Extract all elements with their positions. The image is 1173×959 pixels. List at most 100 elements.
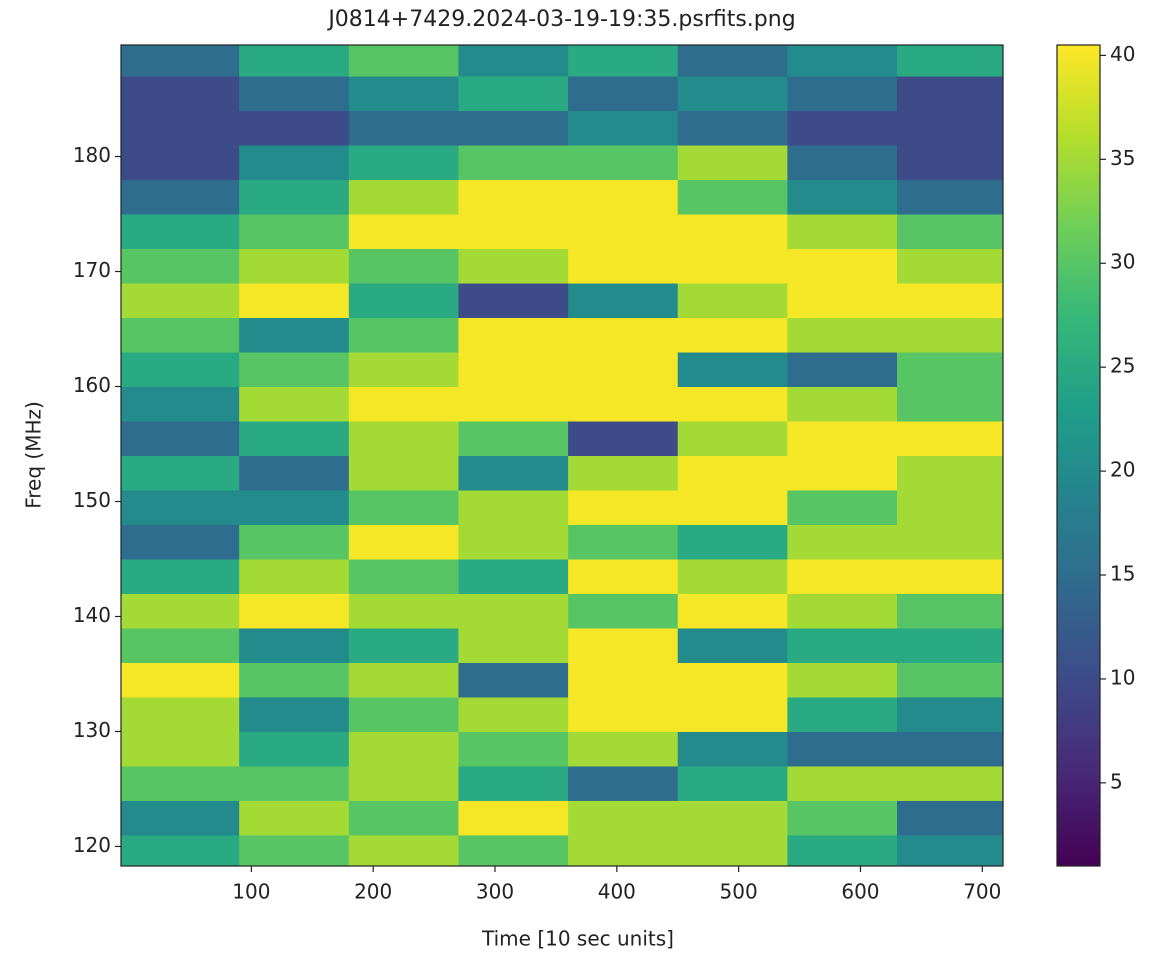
heatmap-cell [458, 558, 569, 594]
heatmap-cell [121, 800, 240, 836]
heatmap-cell [121, 489, 240, 525]
heatmap-cell [897, 593, 1003, 629]
heatmap-cell [458, 76, 569, 112]
heatmap-cell [787, 627, 898, 663]
heatmap-cell [677, 214, 788, 250]
heatmap-cell [568, 214, 679, 250]
heatmap-cell [121, 627, 240, 663]
heatmap-cell [897, 179, 1003, 215]
heatmap-cell [458, 834, 569, 866]
heatmap-cell [677, 696, 788, 732]
heatmap-cell [677, 731, 788, 767]
heatmap-cell [897, 386, 1003, 422]
heatmap-cell [787, 110, 898, 146]
heatmap-cell [568, 765, 679, 801]
heatmap-cell [458, 593, 569, 629]
heatmap-cell [568, 352, 679, 388]
heatmap-cell [348, 352, 459, 388]
heatmap-cell [897, 214, 1003, 250]
heatmap-cell [239, 765, 350, 801]
heatmap-cell [897, 558, 1003, 594]
heatmap-cell [787, 145, 898, 181]
heatmap-cell [348, 45, 459, 77]
heatmap-cell [787, 834, 898, 866]
heatmap-cell [568, 455, 679, 491]
heatmap-cell [348, 696, 459, 732]
heatmap-cell [897, 421, 1003, 456]
colorbar-tick-label: 20 [1110, 458, 1135, 482]
heatmap-cell [897, 696, 1003, 732]
heatmap-cell [348, 386, 459, 422]
heatmap-cell [568, 317, 679, 353]
heatmap-cell [897, 145, 1003, 181]
heatmap-cell [458, 800, 569, 836]
heatmap-cell [897, 317, 1003, 353]
x-tick-label: 700 [963, 880, 1001, 904]
heatmap-cell [239, 45, 350, 77]
heatmap-cell [121, 145, 240, 181]
heatmap-cell [458, 248, 569, 284]
heatmap-cell [787, 731, 898, 767]
heatmap-cell [677, 524, 788, 560]
heatmap-cell [348, 593, 459, 629]
heatmap-cell [787, 179, 898, 215]
heatmap-cell [239, 627, 350, 663]
heatmap-cell [121, 45, 240, 77]
heatmap-cell [348, 662, 459, 698]
heatmap-cell [458, 662, 569, 698]
heatmap-cell [239, 421, 350, 456]
colorbar-tick-label: 5 [1110, 769, 1123, 793]
heatmap-cell [897, 731, 1003, 767]
heatmap-cell [897, 45, 1003, 77]
heatmap-cell [677, 558, 788, 594]
plot-frame [120, 44, 1004, 867]
heatmap-cell [458, 317, 569, 353]
heatmap-cell [568, 662, 679, 698]
heatmap-cell [677, 627, 788, 663]
heatmap-cell [458, 524, 569, 560]
heatmap-cell [458, 489, 569, 525]
heatmap-cell [348, 558, 459, 594]
heatmap-cell [458, 45, 569, 77]
heatmap-cell [677, 421, 788, 456]
y-tick-label: 160 [73, 373, 111, 397]
heatmap-cell [458, 145, 569, 181]
heatmap-cell [677, 145, 788, 181]
heatmap-cell [348, 524, 459, 560]
heatmap-cell [458, 214, 569, 250]
heatmap-cell [787, 524, 898, 560]
heatmap-cell [239, 524, 350, 560]
colorbar-tick-label: 10 [1110, 665, 1135, 689]
y-tick-label: 170 [73, 258, 111, 282]
heatmap-cell [568, 283, 679, 319]
heatmap-cell [897, 800, 1003, 836]
heatmap-cell [458, 696, 569, 732]
x-axis-label: Time [10 sec units] [481, 927, 674, 951]
heatmap-cell [677, 352, 788, 388]
heatmap-cell [348, 145, 459, 181]
heatmap-cell [121, 76, 240, 112]
heatmap-cell [239, 455, 350, 491]
heatmap-cell [677, 248, 788, 284]
heatmap-cell [787, 248, 898, 284]
heatmap-cell [897, 524, 1003, 560]
heatmap-cell [239, 593, 350, 629]
heatmap-cell [239, 352, 350, 388]
heatmap [121, 45, 1003, 866]
colorbar-tick-label: 25 [1110, 354, 1135, 378]
heatmap-cell [568, 145, 679, 181]
heatmap-cell [458, 455, 569, 491]
heatmap-cell [458, 110, 569, 146]
heatmap-cell [897, 283, 1003, 319]
heatmap-cell [239, 800, 350, 836]
heatmap-cell [239, 489, 350, 525]
heatmap-cell [897, 76, 1003, 112]
heatmap-cell [348, 765, 459, 801]
colorbar-tick-label: 35 [1110, 146, 1135, 170]
heatmap-cell [677, 662, 788, 698]
x-tick-label: 500 [720, 880, 758, 904]
heatmap-cell [897, 352, 1003, 388]
heatmap-cell [239, 317, 350, 353]
heatmap-cell [121, 765, 240, 801]
